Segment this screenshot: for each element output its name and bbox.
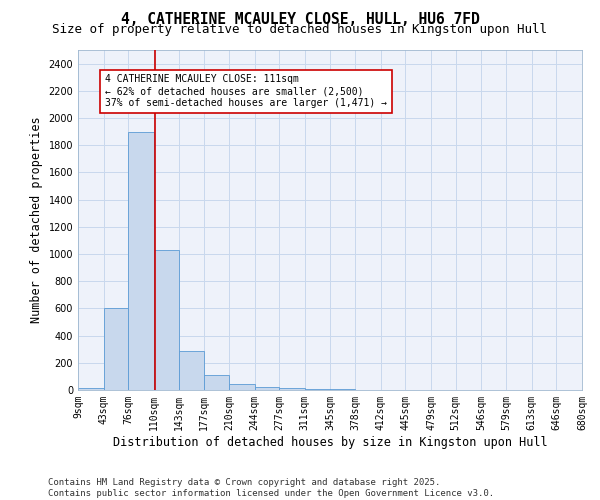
X-axis label: Distribution of detached houses by size in Kingston upon Hull: Distribution of detached houses by size … <box>113 436 547 448</box>
Text: Size of property relative to detached houses in Kingston upon Hull: Size of property relative to detached ho… <box>53 22 548 36</box>
Bar <box>154 250 179 390</box>
Bar <box>179 350 204 390</box>
Bar <box>254 388 279 390</box>
Text: Contains HM Land Registry data © Crown copyright and database right 2025.
Contai: Contains HM Land Registry data © Crown c… <box>48 478 494 498</box>
Bar <box>104 308 128 390</box>
Bar <box>229 384 254 390</box>
Bar <box>204 375 229 390</box>
Bar <box>78 388 104 390</box>
Text: 4 CATHERINE MCAULEY CLOSE: 111sqm
← 62% of detached houses are smaller (2,500)
3: 4 CATHERINE MCAULEY CLOSE: 111sqm ← 62% … <box>105 74 387 108</box>
Text: 4, CATHERINE MCAULEY CLOSE, HULL, HU6 7FD: 4, CATHERINE MCAULEY CLOSE, HULL, HU6 7F… <box>121 12 479 28</box>
Bar <box>279 388 305 390</box>
Bar <box>128 132 154 390</box>
Y-axis label: Number of detached properties: Number of detached properties <box>30 116 43 324</box>
